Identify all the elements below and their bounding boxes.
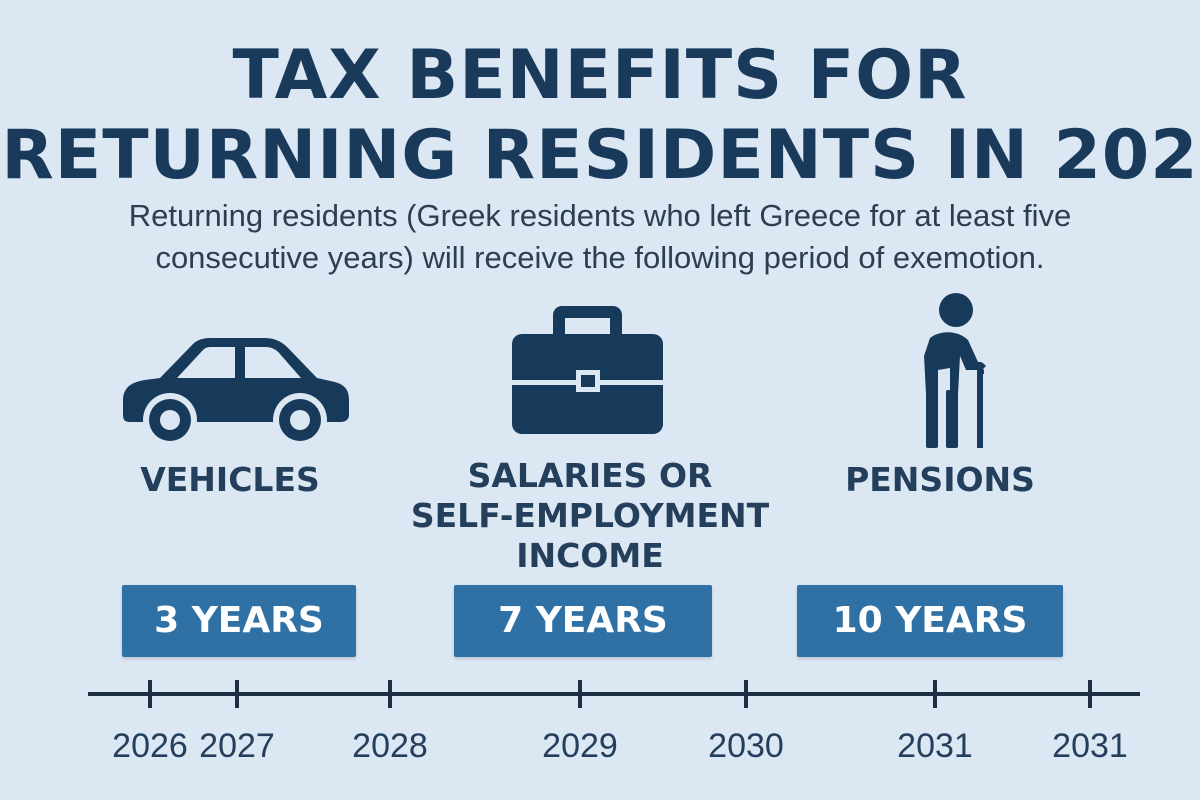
timeline-year-label: 2031 [897, 727, 973, 765]
timeline-year-label: 2031 [1052, 727, 1128, 765]
salaries-label: SALARIES OR SELF-EMPLOYMENT INCOME [395, 456, 785, 576]
salaries-label-line-1: SALARIES OR [467, 456, 713, 495]
elderly-person-with-cane-icon [924, 293, 986, 448]
timeline-year-label: 2028 [352, 727, 428, 765]
title-line-2: RETURNING RESIDENTS IN 202 [1, 116, 1199, 195]
title-line-1: TAX BENEFITS FOR [232, 36, 968, 115]
timeline [88, 680, 1140, 708]
timeline-year-label: 2026 [112, 727, 188, 765]
salaries-duration-badge: 7 YEARS [454, 585, 712, 657]
timeline-year-label: 2027 [199, 727, 275, 765]
subtitle-line-2: consecutive years) will receive the foll… [155, 240, 1045, 275]
car-icon [123, 338, 349, 445]
vehicles-duration-badge: 3 YEARS [122, 585, 356, 657]
vehicles-label-line: VEHICLES [140, 460, 320, 499]
salaries-label-line-3: INCOME [516, 536, 664, 575]
pensions-label: PENSIONS [800, 460, 1080, 500]
salaries-label-line-2: SELF-EMPLOYMENT [410, 496, 770, 535]
timeline-year-label: 2030 [708, 727, 784, 765]
pensions-label-line: PENSIONS [845, 460, 1035, 499]
timeline-year-label: 2029 [542, 727, 618, 765]
vehicles-label: VEHICLES [90, 460, 370, 500]
briefcase-icon [512, 306, 663, 434]
subtitle-line-1: Returning residents (Greek residents who… [128, 198, 1072, 233]
pensions-duration-badge: 10 YEARS [797, 585, 1063, 657]
